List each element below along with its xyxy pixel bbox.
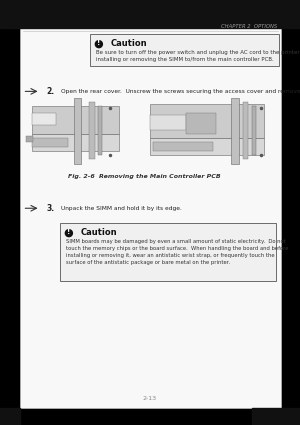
Text: !: ! [67, 230, 70, 235]
Bar [231, 98, 238, 164]
Bar [32, 134, 119, 151]
Text: Unpack the SIMM and hold it by its edge.: Unpack the SIMM and hold it by its edge. [61, 206, 182, 211]
Bar [32, 106, 119, 134]
Text: Caution: Caution [80, 228, 117, 237]
Text: SIMM boards may be damaged by even a small amount of static electricity.  Do not: SIMM boards may be damaged by even a sma… [66, 239, 289, 265]
Bar [60, 223, 276, 280]
Bar [153, 142, 213, 151]
Bar [150, 115, 186, 130]
Text: 3.: 3. [46, 204, 55, 213]
Bar [243, 102, 248, 159]
Text: 2.: 2. [46, 87, 55, 96]
Bar [32, 113, 56, 125]
Bar [26, 136, 33, 142]
Text: ●: ● [64, 227, 73, 238]
Bar [90, 34, 279, 66]
Text: Fig. 2-6  Removing the Main Controller PCB: Fig. 2-6 Removing the Main Controller PC… [68, 174, 220, 179]
Bar [88, 102, 94, 159]
Bar [74, 98, 81, 164]
Bar [20, 19, 281, 408]
Bar [252, 408, 300, 425]
Bar [0, 0, 300, 28]
Text: !: ! [97, 40, 100, 46]
Bar [150, 138, 264, 155]
Bar [0, 408, 20, 425]
Bar [150, 104, 264, 138]
Bar [98, 106, 102, 155]
Bar [252, 106, 256, 155]
Text: Open the rear cover.  Unscrew the screws securing the access cover and remove it: Open the rear cover. Unscrew the screws … [61, 89, 300, 94]
Text: Be sure to turn off the power switch and unplug the AC cord to the printer befor: Be sure to turn off the power switch and… [96, 50, 300, 62]
Bar [186, 113, 216, 134]
Text: ●: ● [94, 38, 103, 48]
Text: 2-13: 2-13 [143, 396, 157, 401]
Text: CHAPTER 2  OPTIONS: CHAPTER 2 OPTIONS [221, 24, 278, 29]
Text: Caution: Caution [110, 39, 147, 48]
Bar [32, 138, 68, 147]
